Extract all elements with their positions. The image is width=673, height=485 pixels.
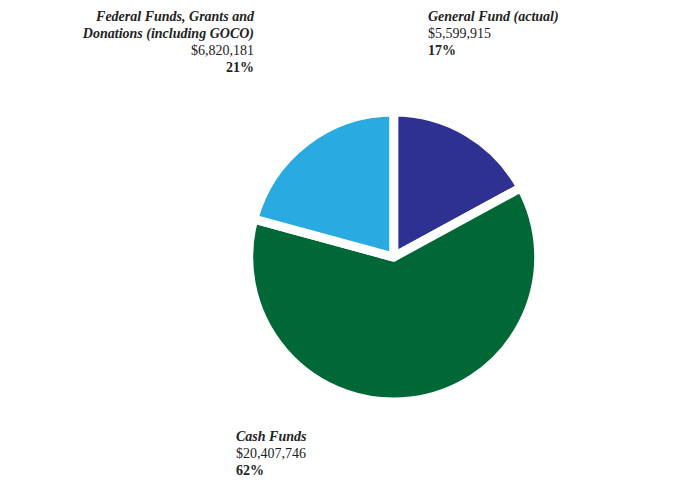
svg-text:Federal Funds, Grants and: Federal Funds, Grants and (95, 9, 255, 24)
svg-text:17%: 17% (428, 43, 456, 58)
svg-text:21%: 21% (226, 60, 254, 75)
svg-text:Cash Funds: Cash Funds (236, 429, 307, 444)
svg-text:62%: 62% (236, 463, 264, 478)
svg-text:General Fund (actual): General Fund (actual) (428, 9, 559, 25)
svg-text:Donations (including GOCO): Donations (including GOCO) (82, 26, 254, 42)
svg-text:$6,820,181: $6,820,181 (191, 43, 254, 58)
svg-text:$5,599,915: $5,599,915 (428, 26, 491, 41)
svg-text:$20,407,746: $20,407,746 (236, 446, 306, 461)
